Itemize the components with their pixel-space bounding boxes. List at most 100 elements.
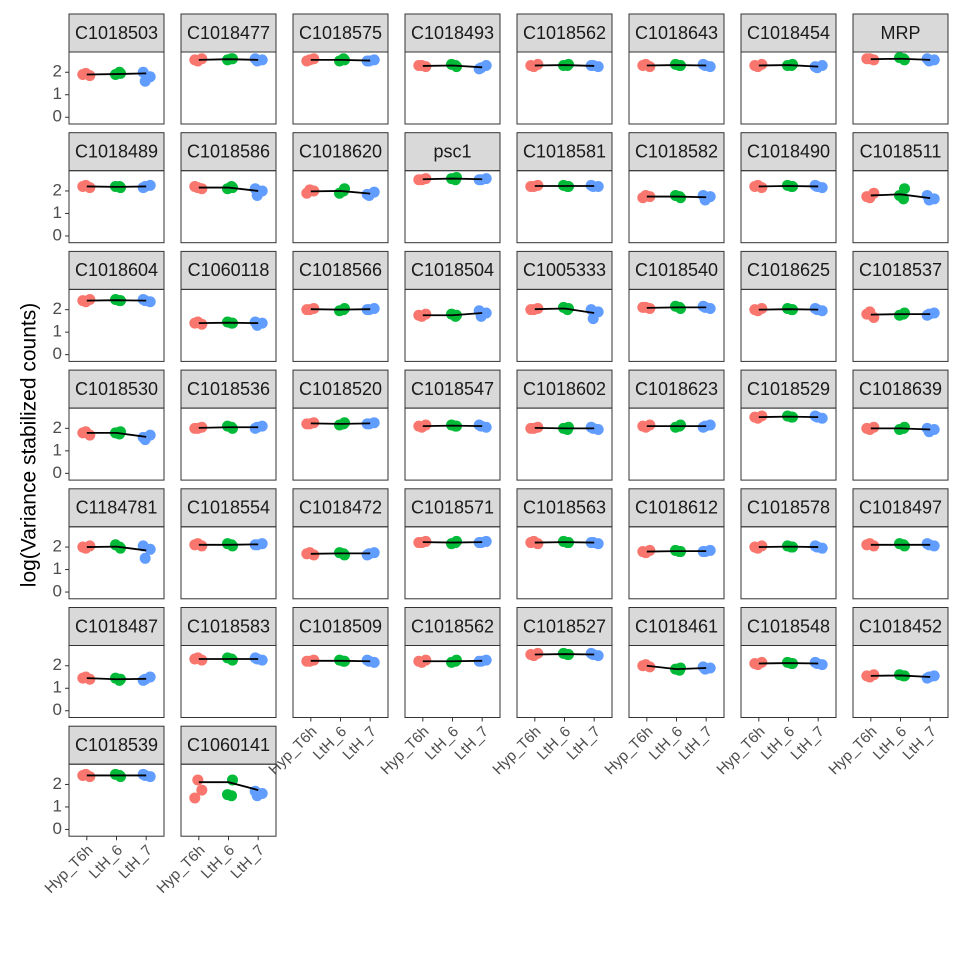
point [809, 179, 821, 191]
strip-label: C1018548 [747, 616, 830, 636]
point [640, 58, 652, 70]
point [192, 55, 204, 67]
strip-label: C1018562 [411, 616, 494, 636]
panel-border [404, 51, 501, 125]
strip [740, 132, 837, 172]
y-tick-label: 1 [53, 796, 62, 815]
strip-text-group: C1018554 [187, 498, 270, 518]
point [528, 535, 540, 547]
point [528, 180, 540, 192]
point [80, 296, 92, 308]
strip-text-group: C1018503 [75, 23, 158, 43]
point [339, 303, 350, 315]
point [249, 316, 261, 328]
point [752, 61, 764, 73]
point [899, 54, 910, 66]
panel-border [292, 51, 389, 125]
point [585, 304, 597, 316]
strip-label: C1018472 [299, 498, 382, 518]
panel: C1018582 [628, 132, 725, 244]
panel: C1018489 0 1 2 [53, 132, 165, 244]
point [528, 61, 540, 73]
strip-label: C1018452 [859, 616, 942, 636]
y-tick-label: 0 [53, 700, 62, 719]
mean-line [86, 545, 147, 552]
point [697, 661, 709, 673]
strip-label: C1018582 [635, 141, 718, 161]
strip [68, 488, 165, 528]
panel: C1018602 [516, 369, 613, 481]
panel-border [180, 170, 277, 244]
panel: psc1 [404, 132, 501, 244]
strip-text-group: C1018612 [635, 498, 718, 518]
strip-text-group: C1018571 [411, 498, 494, 518]
panel-border [404, 526, 501, 600]
strip-label: C1018504 [411, 260, 494, 280]
strip [68, 13, 165, 53]
point [115, 542, 126, 554]
strip-label: C1018563 [523, 498, 606, 518]
strip [852, 13, 949, 53]
strip-label: C1018604 [75, 260, 158, 280]
point [640, 189, 652, 201]
strip [516, 369, 613, 409]
panel: C1018537 [852, 250, 949, 362]
point [416, 537, 428, 549]
strip-text-group: C1018489 [75, 141, 158, 161]
mean-line [310, 190, 371, 195]
mean-line [198, 58, 259, 61]
strip-text-group: psc1 [433, 141, 471, 161]
panel-border [68, 170, 165, 244]
point [189, 792, 201, 804]
strip [404, 13, 501, 53]
point [416, 421, 428, 433]
y-tick-label: 2 [53, 418, 62, 437]
panel: C1018547 [404, 369, 501, 481]
strip-label: C1018527 [523, 616, 606, 636]
point [451, 171, 462, 183]
panel-border [516, 170, 613, 244]
mean-line [422, 312, 483, 317]
y-tick-label: 0 [53, 582, 62, 601]
mean-line [870, 427, 931, 431]
y-tick-label: 1 [53, 678, 62, 697]
panel: C1018639 [852, 369, 949, 481]
panel-border [292, 526, 389, 600]
panel-border [68, 51, 165, 125]
mean-line [646, 664, 707, 671]
point [139, 552, 151, 564]
point [304, 304, 316, 316]
point [899, 540, 910, 552]
strip-text-group: C1018511 [860, 141, 942, 161]
y-tick-label: 2 [53, 62, 62, 81]
point [192, 182, 204, 194]
point [921, 189, 933, 201]
strip-label: C1018497 [859, 498, 942, 518]
point [361, 188, 373, 200]
point [809, 303, 821, 315]
strip [628, 13, 725, 53]
point [451, 654, 462, 666]
point [304, 547, 316, 559]
point [752, 659, 764, 671]
strip-text-group: C1018625 [747, 260, 830, 280]
point [361, 654, 373, 666]
y-tick-label: 2 [53, 774, 62, 793]
point [227, 540, 238, 552]
panel: C1018529 [740, 369, 837, 481]
strip-text-group: C1018529 [747, 379, 830, 399]
panel-border [740, 170, 837, 244]
point [675, 662, 686, 674]
point [416, 310, 428, 322]
panel-border [404, 170, 501, 244]
strip [180, 132, 277, 172]
strip-label: C1018612 [635, 498, 718, 518]
point [697, 421, 709, 433]
strip-text-group: C1018454 [747, 23, 830, 43]
strip-label: C1018554 [187, 498, 270, 518]
strip [292, 13, 389, 53]
strip-text-group: C1018461 [635, 616, 718, 636]
point [80, 67, 92, 79]
panel: C1018586 [180, 132, 277, 244]
panel: C1018575 [292, 13, 389, 125]
